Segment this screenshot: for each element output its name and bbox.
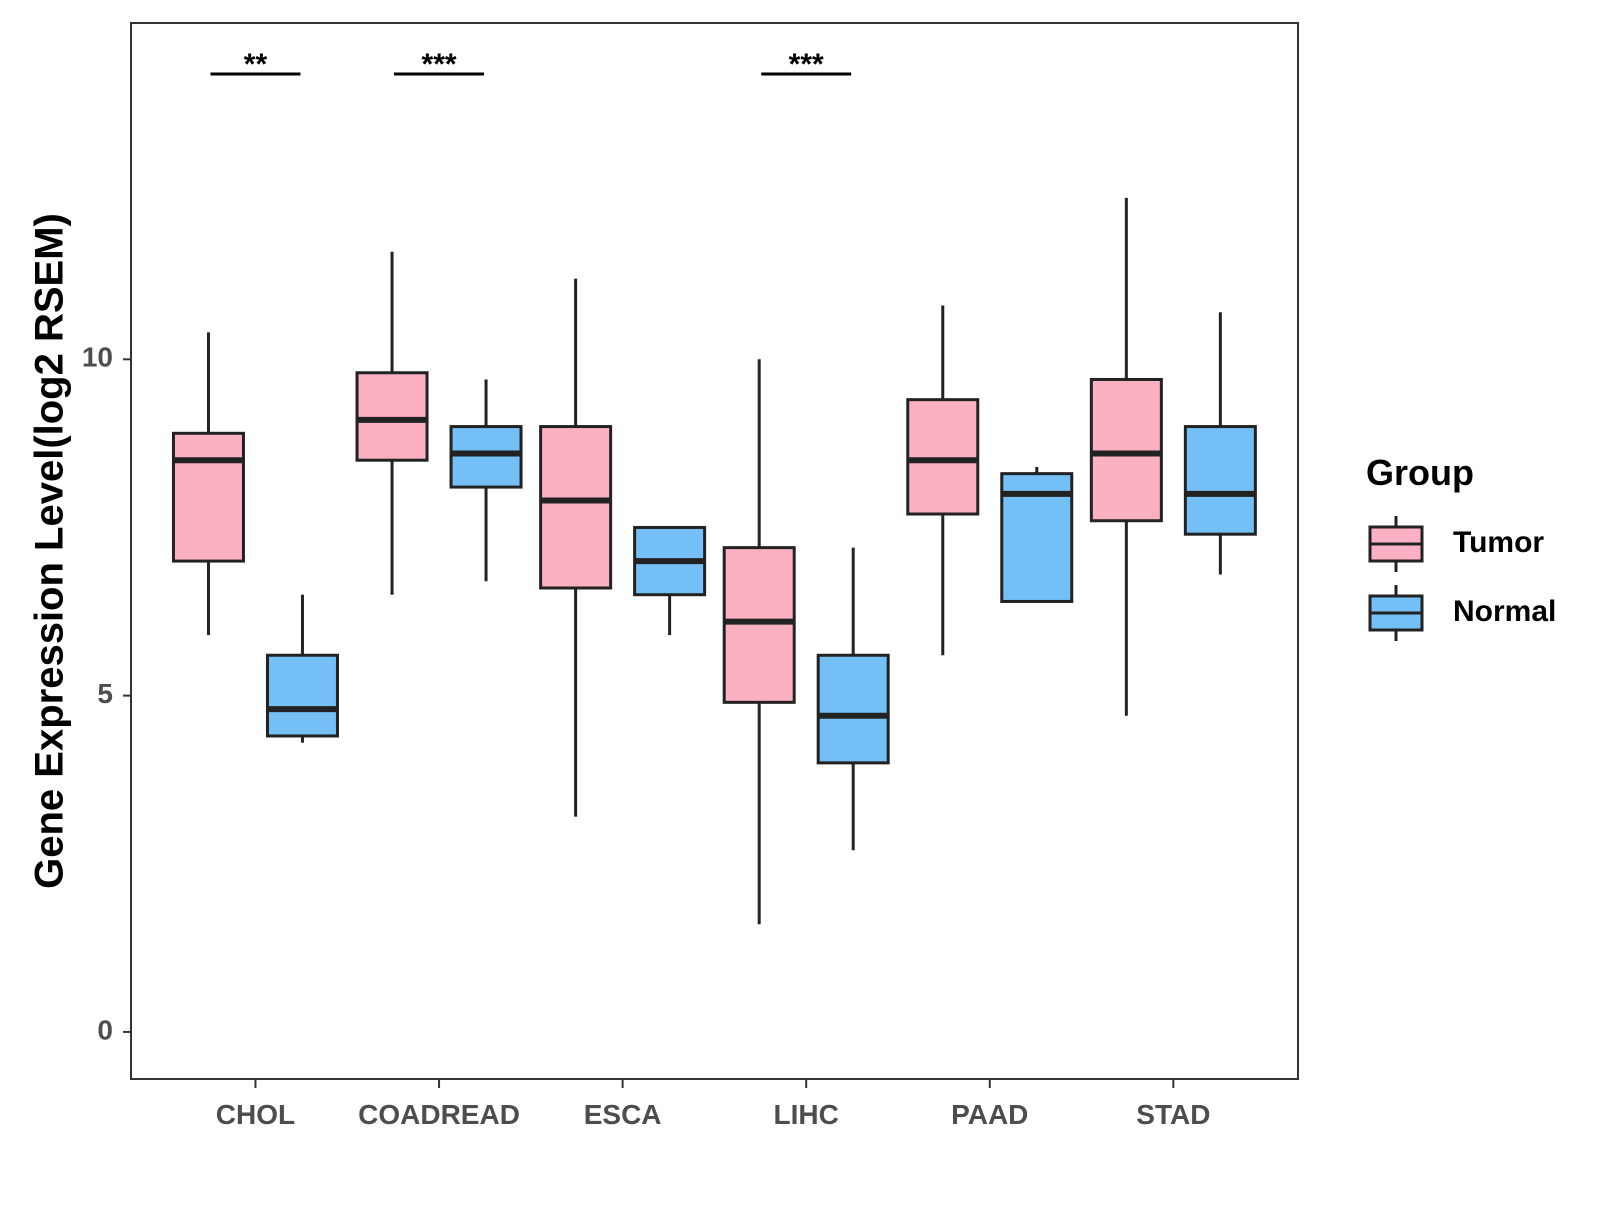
significance-label: ** — [244, 48, 268, 81]
tumor-box — [906, 398, 980, 516]
y-tick-label: 5 — [97, 678, 113, 709]
legend-label-tumor: Tumor — [1453, 526, 1544, 559]
y-axis-title: Gene Expression Level(log2 RSEM) — [28, 213, 72, 889]
legend: Group Tumor Normal — [1366, 452, 1556, 641]
x-tick-label: ESCA — [584, 1099, 662, 1130]
y-tick-label: 10 — [82, 342, 113, 373]
y-tick-label: 0 — [97, 1014, 113, 1045]
normal-box — [449, 425, 523, 489]
legend-label-normal: Normal — [1453, 595, 1556, 628]
legend-title: Group — [1366, 452, 1474, 493]
normal-box — [265, 653, 339, 738]
tumor-box — [171, 431, 245, 563]
x-axis: CHOL COADREAD ESCA LIHC PAAD STAD — [216, 1079, 1210, 1130]
x-tick-label: COADREAD — [358, 1099, 520, 1130]
significance-label: *** — [789, 48, 824, 81]
x-tick-label: LIHC — [774, 1099, 839, 1130]
significance-layer: ** *** *** — [210, 48, 852, 81]
plot-panel — [130, 22, 1299, 1080]
box-layer — [171, 197, 1257, 925]
y-axis: 0 5 10 — [82, 342, 131, 1045]
x-tick-label: PAAD — [951, 1099, 1028, 1130]
x-tick-label: STAD — [1136, 1099, 1210, 1130]
tumor-box — [539, 425, 613, 590]
tumor-box — [1089, 377, 1163, 523]
significance-label: *** — [422, 48, 457, 81]
normal-box — [816, 653, 890, 765]
normal-box — [1183, 425, 1257, 536]
tumor-box — [722, 546, 796, 704]
x-tick-label: CHOL — [216, 1099, 295, 1130]
tumor-box — [355, 371, 429, 462]
